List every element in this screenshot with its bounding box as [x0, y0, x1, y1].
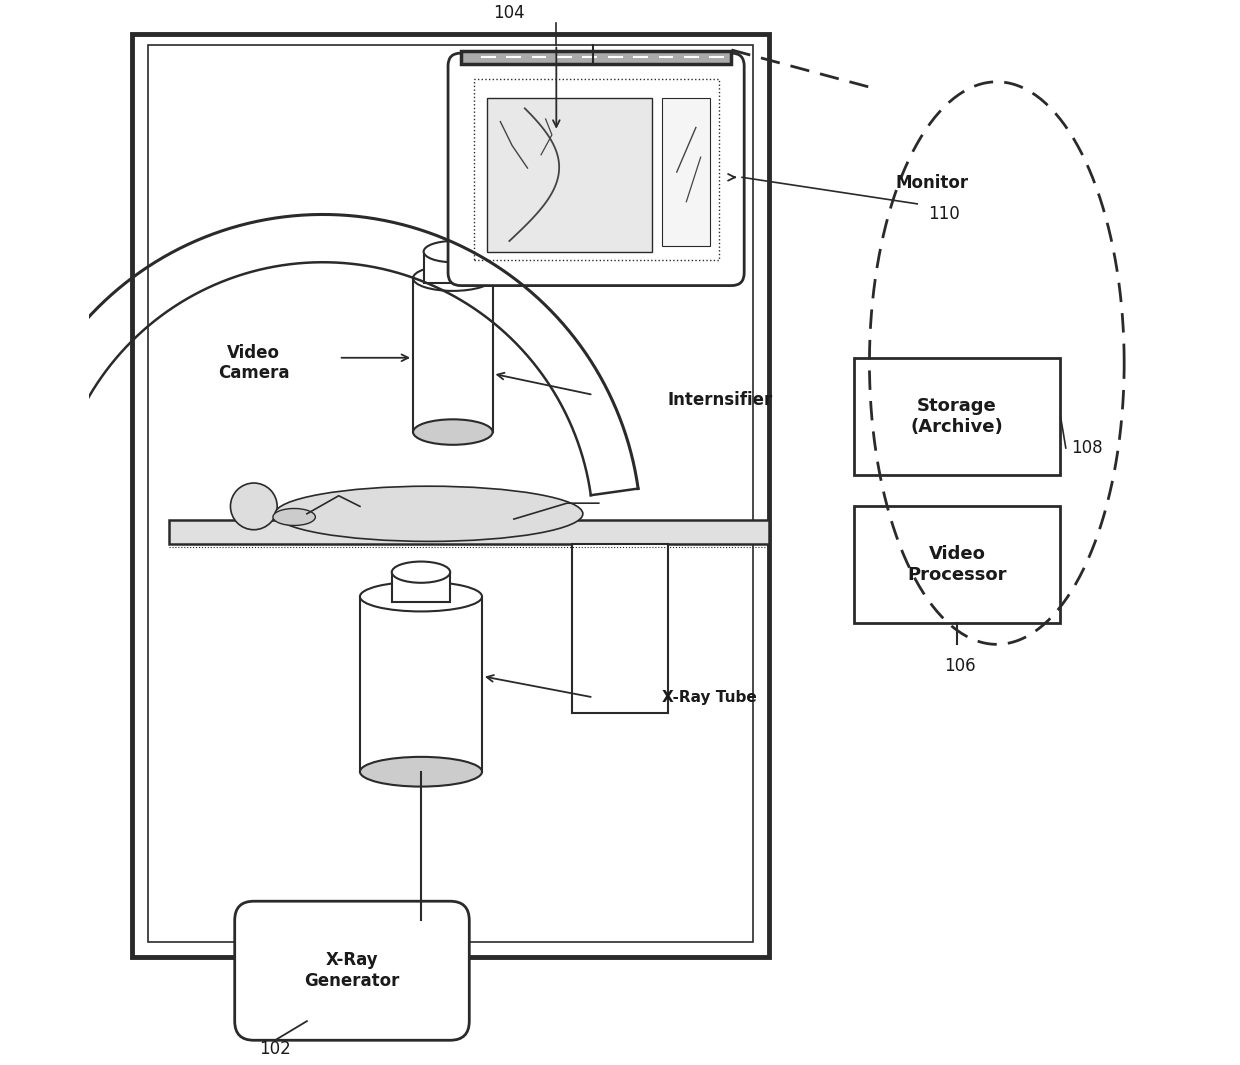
Bar: [360, 596, 482, 772]
Bar: [662, 98, 711, 246]
Ellipse shape: [275, 487, 583, 541]
Circle shape: [231, 484, 278, 529]
Bar: [148, 45, 753, 941]
Ellipse shape: [392, 561, 450, 583]
Bar: [853, 506, 1060, 623]
FancyBboxPatch shape: [448, 53, 744, 285]
Ellipse shape: [273, 508, 315, 525]
Text: 108: 108: [1071, 439, 1102, 457]
Text: Video
Processor: Video Processor: [908, 545, 1007, 584]
Ellipse shape: [413, 420, 492, 445]
Bar: [413, 278, 492, 432]
Ellipse shape: [360, 757, 482, 787]
Text: Video
Camera: Video Camera: [218, 344, 290, 382]
Bar: [853, 358, 1060, 475]
Bar: [424, 251, 482, 283]
Text: 110: 110: [928, 206, 960, 224]
Text: 104: 104: [492, 4, 525, 21]
Ellipse shape: [413, 265, 492, 291]
Text: 106: 106: [944, 657, 976, 674]
Text: 102: 102: [259, 1039, 291, 1058]
Bar: [487, 98, 652, 251]
Bar: [461, 51, 732, 64]
Bar: [474, 79, 719, 260]
Text: Storage
(Archive): Storage (Archive): [910, 397, 1003, 436]
Ellipse shape: [360, 581, 482, 611]
Text: X-Ray
Generator: X-Ray Generator: [304, 951, 399, 990]
Ellipse shape: [424, 241, 482, 262]
Text: Internsifier: Internsifier: [668, 391, 773, 409]
Bar: [169, 520, 769, 543]
FancyBboxPatch shape: [234, 901, 469, 1041]
Bar: [392, 572, 450, 602]
Bar: [572, 543, 668, 714]
Bar: [131, 34, 769, 957]
Text: X-Ray Tube: X-Ray Tube: [662, 690, 758, 705]
Text: Monitor: Monitor: [897, 174, 970, 192]
